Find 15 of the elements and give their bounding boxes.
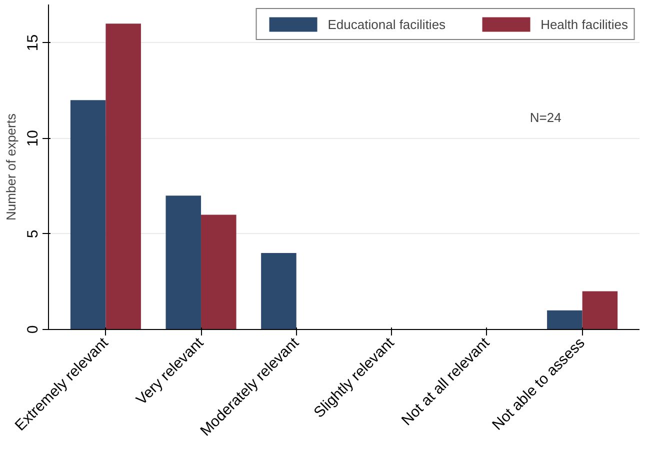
legend-label: Educational facilities — [328, 16, 446, 32]
bar — [106, 24, 141, 330]
y-tick-label: 0 — [24, 325, 42, 334]
bar — [261, 253, 296, 330]
bar — [201, 214, 236, 330]
bar — [582, 291, 618, 330]
annotation: N=24 — [530, 110, 562, 125]
y-axis-title: Number of experts — [4, 113, 18, 220]
bar — [70, 100, 106, 330]
y-tick-label: 15 — [24, 34, 42, 52]
y-tick-label: 10 — [24, 130, 42, 147]
legend-label: Health facilities — [540, 16, 628, 32]
bar — [166, 196, 202, 330]
bar — [547, 310, 582, 330]
y-tick-label: 5 — [24, 230, 42, 238]
